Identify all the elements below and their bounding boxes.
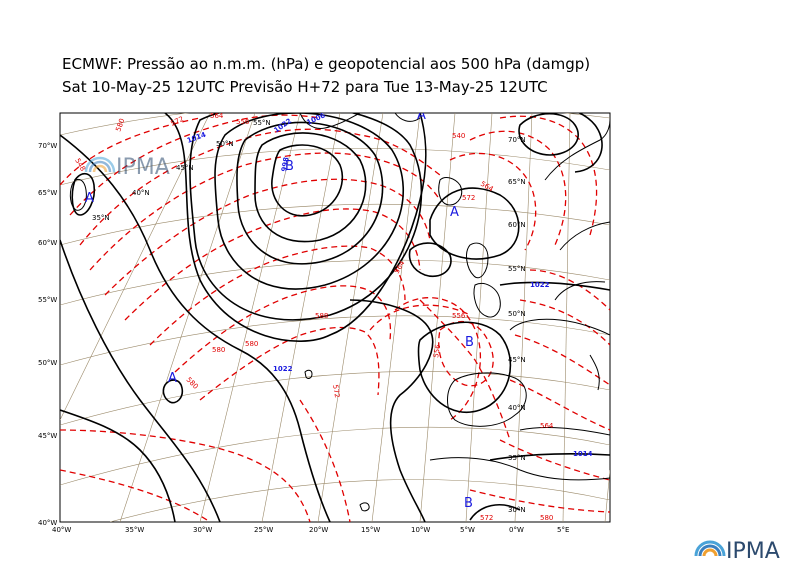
svg-text:50°N: 50°N (508, 310, 526, 318)
svg-text:30°W: 30°W (193, 526, 212, 534)
low-pressure-marker: B (464, 496, 473, 511)
geopotential-contours (60, 114, 610, 522)
gph-label: 564 (540, 422, 554, 430)
isobar-label: 1022 (530, 281, 550, 289)
svg-text:60°N: 60°N (508, 221, 526, 229)
svg-text:35°W: 35°W (125, 526, 144, 534)
x-axis-labels: 40°W 35°W 30°W 25°W 20°W 15°W 10°W 5°W 0… (52, 526, 569, 534)
svg-text:40°N: 40°N (132, 189, 150, 197)
svg-text:15°W: 15°W (361, 526, 380, 534)
gph-label: 588 (315, 312, 328, 320)
svg-text:55°W: 55°W (38, 296, 57, 304)
gph-label: 556 (432, 343, 442, 358)
isobar-label: 998 (280, 156, 290, 172)
gph-label: 556 (452, 312, 466, 320)
svg-text:IPMA: IPMA (726, 539, 780, 564)
svg-text:5°W: 5°W (460, 526, 475, 534)
y-axis-labels: 70°W 65°W 60°W 55°W 50°W 45°W 40°W (38, 142, 57, 527)
chart-title: ECMWF: Pressão ao n.m.m. (hPa) e geopote… (62, 55, 591, 73)
svg-text:70°N: 70°N (508, 136, 526, 144)
svg-text:45°N: 45°N (176, 164, 194, 172)
gph-label: 580 (540, 514, 553, 522)
svg-text:65°N: 65°N (508, 178, 526, 186)
svg-text:50°N: 50°N (216, 140, 234, 148)
svg-text:40°W: 40°W (38, 519, 57, 527)
isobar-label: 1022 (273, 365, 293, 373)
high-pressure-marker: A (85, 191, 94, 206)
graticule-labels: 70°N 65°N 60°N 55°N 50°N 45°N 40°N 35°N … (92, 119, 526, 514)
pressure-centers: A A A A B B B (85, 108, 474, 511)
svg-text:45°N: 45°N (508, 356, 526, 364)
ipma-logo: IPMA (694, 539, 780, 564)
svg-text:5°E: 5°E (557, 526, 569, 534)
svg-text:40°N: 40°N (508, 404, 526, 412)
svg-text:50°W: 50°W (38, 359, 57, 367)
gph-label: 572 (331, 384, 341, 399)
svg-text:55°N: 55°N (253, 119, 271, 127)
gph-label: 580 (212, 346, 225, 354)
isobar-label: 1014 (573, 450, 593, 458)
gph-label: 572 (462, 194, 475, 202)
mslp-isobars (60, 113, 610, 522)
map-frame (59, 112, 611, 523)
svg-text:40°W: 40°W (52, 526, 71, 534)
graticule-meridians (60, 113, 610, 522)
svg-text:35°N: 35°N (508, 454, 526, 462)
svg-text:35°N: 35°N (92, 214, 110, 222)
svg-text:30°N: 30°N (508, 506, 526, 514)
low-pressure-marker: B (465, 335, 474, 350)
high-pressure-marker: A (450, 205, 459, 220)
gph-label: 556 (236, 118, 250, 126)
gph-label: 564 (210, 112, 224, 120)
ipma-watermark: IPMA (84, 155, 170, 180)
high-pressure-marker: A (168, 371, 177, 386)
low-pressure-marker: B (285, 159, 294, 174)
gph-label: 540 (452, 132, 465, 140)
svg-text:25°W: 25°W (254, 526, 273, 534)
svg-text:10°W: 10°W (411, 526, 430, 534)
svg-text:0°W: 0°W (509, 526, 524, 534)
chart-subtitle: Sat 10-May-25 12UTC Previsão H+72 para T… (62, 78, 548, 96)
high-pressure-marker: A (417, 108, 426, 123)
gph-label: 580 (245, 340, 258, 348)
svg-text:70°W: 70°W (38, 142, 57, 150)
svg-text:55°N: 55°N (508, 265, 526, 273)
svg-text:IPMA: IPMA (116, 155, 170, 180)
svg-text:65°W: 65°W (38, 189, 57, 197)
svg-text:60°W: 60°W (38, 239, 57, 247)
gph-label: 572 (480, 514, 493, 522)
isobar-labels: 1014 1022 1006 998 1022 1014 1022 (186, 113, 593, 458)
svg-text:45°W: 45°W (38, 432, 57, 440)
svg-text:20°W: 20°W (309, 526, 328, 534)
coastlines (69, 113, 610, 512)
